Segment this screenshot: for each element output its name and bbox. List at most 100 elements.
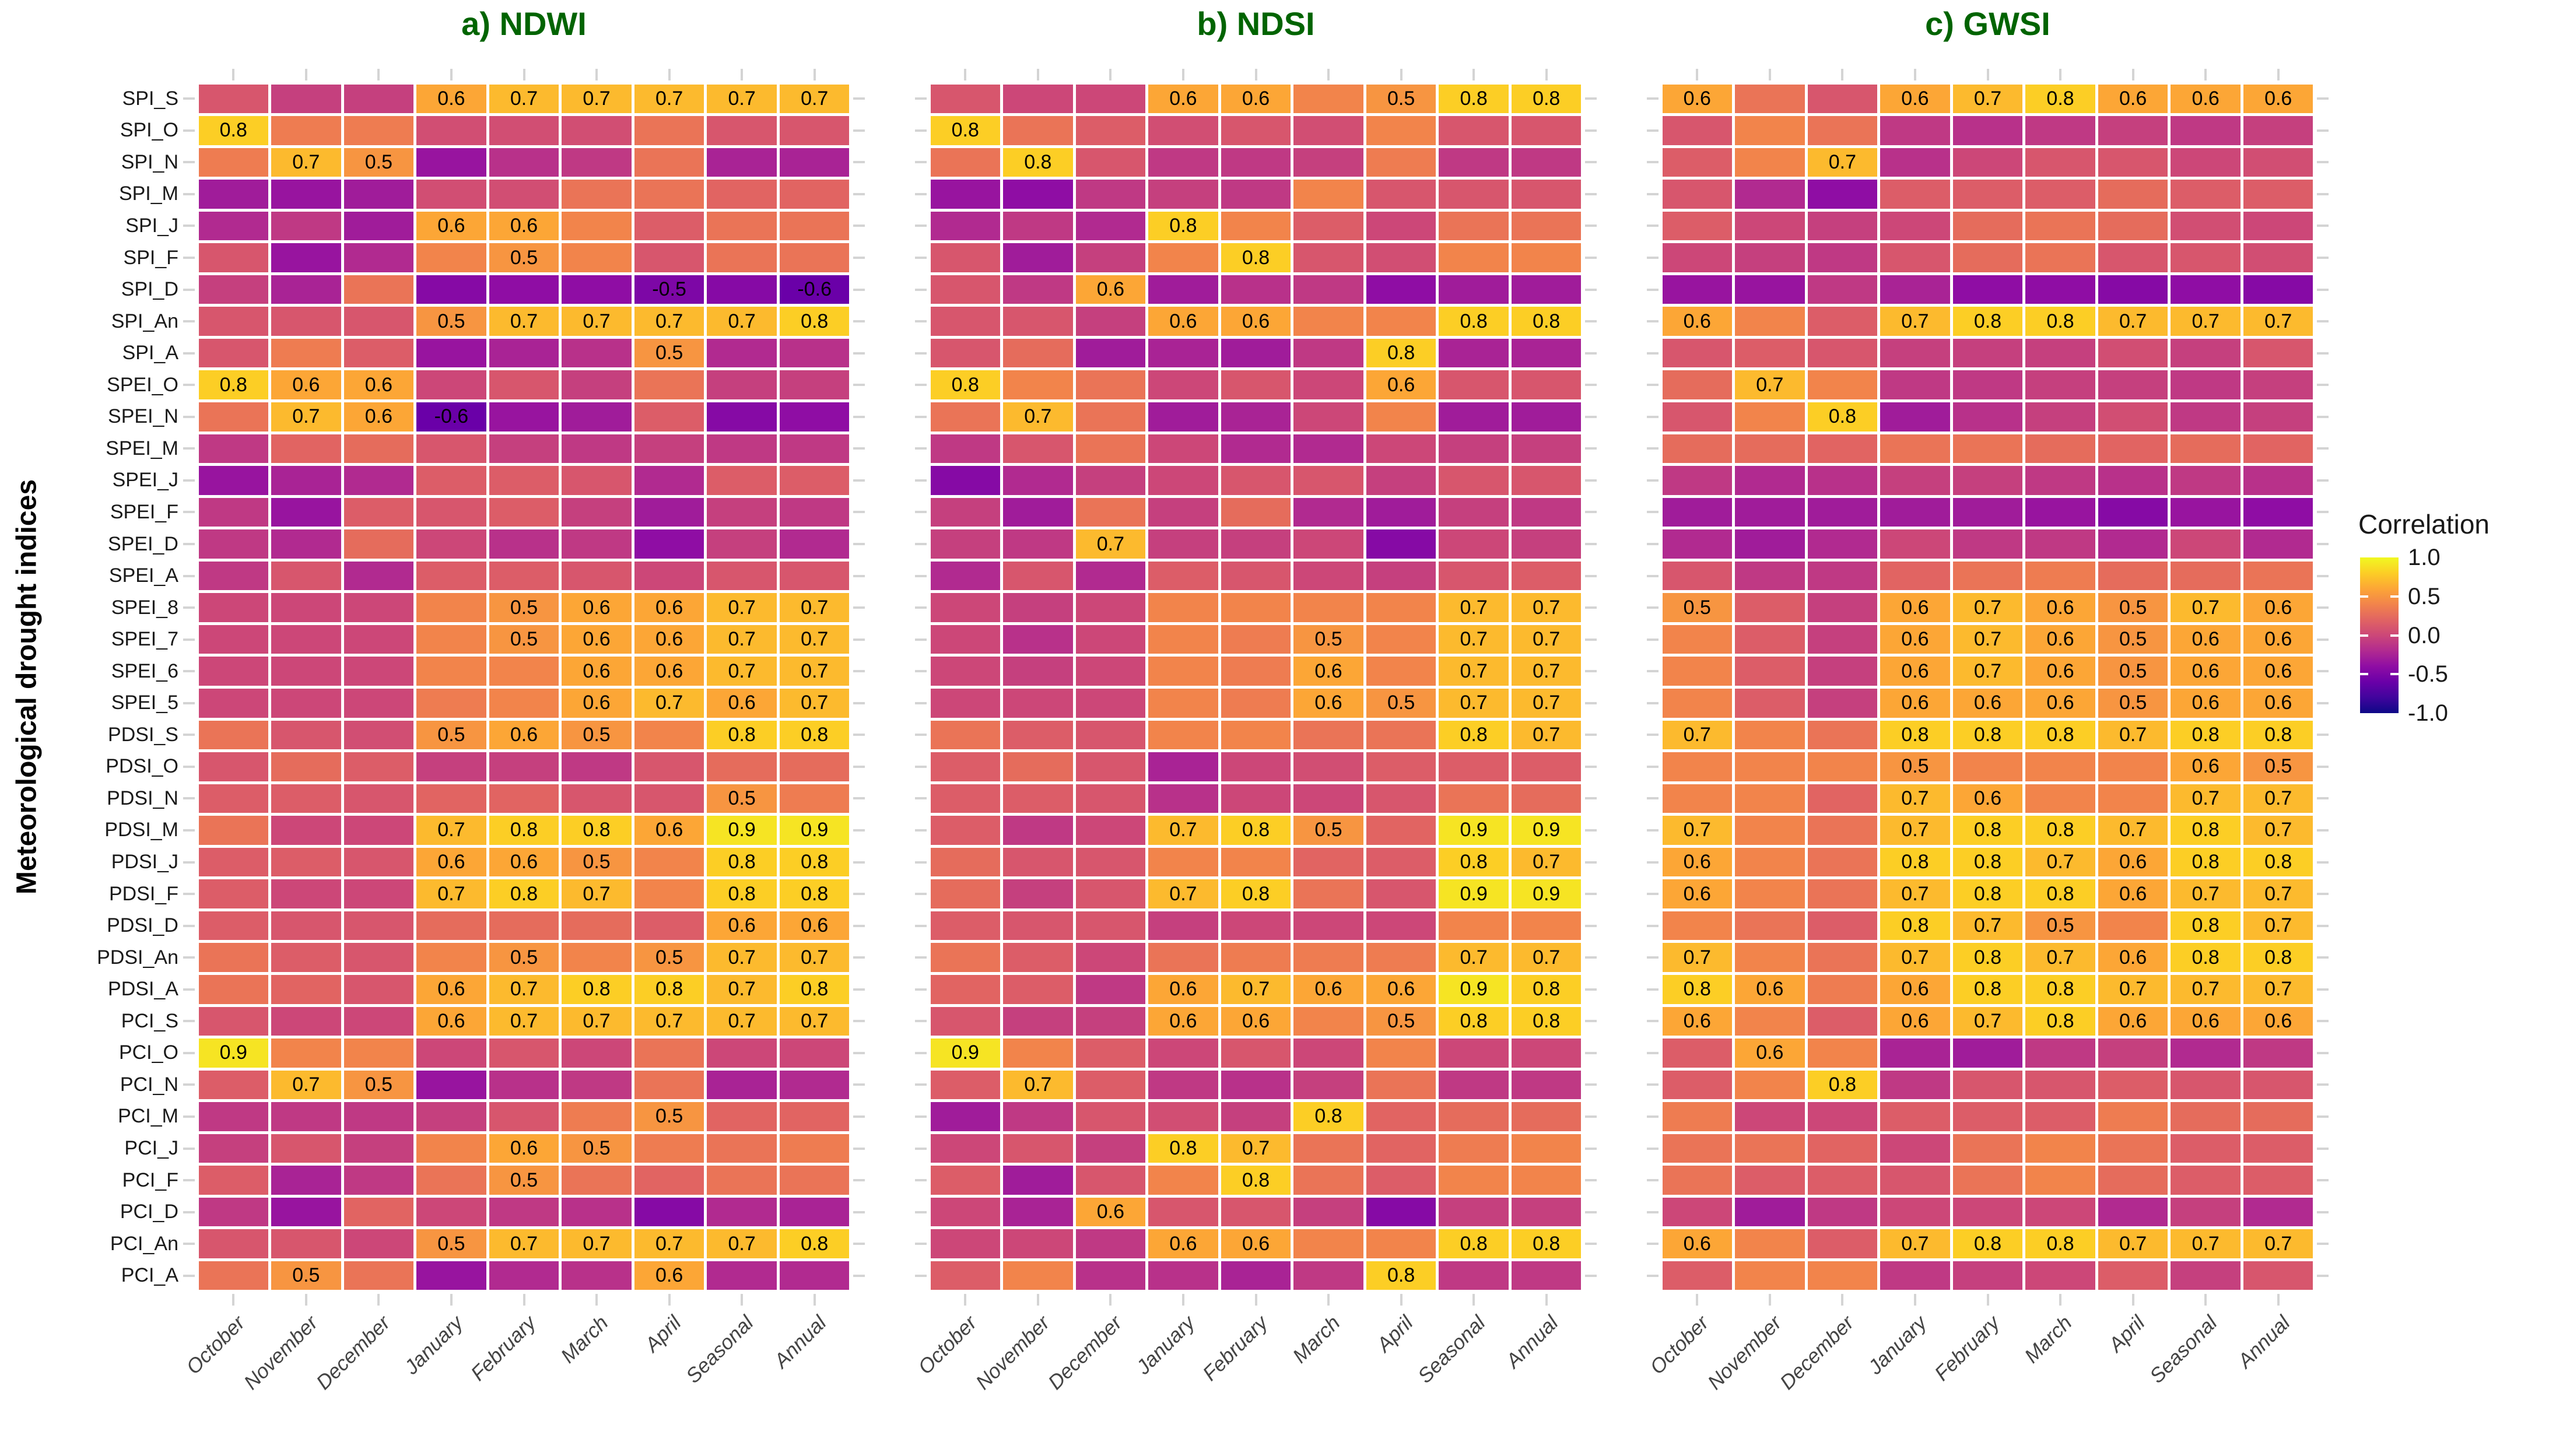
axis-tick [183, 320, 195, 323]
heatmap-cell [1662, 720, 1733, 750]
heatmap-cell [562, 1166, 632, 1195]
cell-value-label: 0.8 [2264, 851, 2292, 873]
heatmap-cell [1293, 1261, 1363, 1290]
axis-tick [668, 69, 671, 80]
heatmap-cell [1952, 1197, 2023, 1227]
heatmap-cell [1880, 752, 1950, 781]
axis-tick [1472, 69, 1475, 80]
axis-tick [2317, 893, 2329, 896]
heatmap-cell [1439, 497, 1509, 527]
heatmap-cell [489, 116, 559, 145]
heatmap-cell [416, 593, 486, 622]
axis-tick [853, 1115, 865, 1118]
heatmap-cell [343, 720, 414, 750]
y-tick-label: PDSI_M [104, 819, 178, 841]
cell-value-label: 0.6 [2192, 692, 2220, 714]
axis-tick [915, 543, 927, 545]
axis-tick [2317, 543, 2329, 545]
cell-value-label: 0.7 [1533, 723, 1561, 746]
axis-tick [853, 192, 865, 195]
axis-tick [1327, 1294, 1330, 1306]
cell-value-label: 0.7 [2119, 310, 2147, 332]
axis-tick [183, 384, 195, 387]
axis-tick [1647, 1274, 1659, 1277]
cell-value-label: 0.7 [2192, 787, 2220, 809]
heatmap-cell [1221, 593, 1291, 622]
heatmap-cell [1003, 497, 1073, 527]
heatmap-cell [2243, 1229, 2313, 1258]
axis-tick [915, 415, 927, 418]
axis-tick [1585, 1115, 1597, 1118]
cell-value-label: 0.7 [1973, 596, 2002, 619]
axis-tick [1647, 1051, 1659, 1054]
legend-notch [2390, 634, 2399, 637]
axis-tick [853, 224, 865, 227]
heatmap-cell [2025, 561, 2095, 591]
heatmap-cell [1075, 84, 1146, 114]
cell-value-label: 0.8 [728, 723, 756, 746]
heatmap-cell [198, 1070, 269, 1100]
heatmap-cell [271, 943, 341, 972]
heatmap-cell [779, 752, 850, 781]
cell-value-label: 0.7 [1901, 1232, 1929, 1255]
cell-value-label: 0.5 [1387, 87, 1415, 110]
cell-value-label: 0.6 [1901, 659, 1929, 682]
cell-value-label: 0.7 [1973, 914, 2002, 937]
heatmap-cell [779, 593, 850, 622]
cell-value-label: 0.8 [2264, 946, 2292, 969]
heatmap-cell [1807, 1039, 1878, 1068]
axis-tick [183, 638, 195, 641]
cell-value-label: 0.6 [437, 214, 465, 237]
heatmap-cell [2025, 624, 2095, 654]
axis-tick [2317, 1051, 2329, 1054]
cell-value-label: 0.7 [801, 87, 829, 110]
cell-value-label: 0.5 [655, 946, 683, 969]
heatmap-cell [1880, 434, 1950, 464]
heatmap-cell [779, 720, 850, 750]
heatmap-cell [2171, 816, 2241, 845]
heatmap-cell [1148, 529, 1218, 559]
axis-tick [915, 479, 927, 482]
cell-value-label: 0.7 [1973, 659, 2002, 682]
heatmap-cell [2171, 466, 2241, 495]
heatmap-cell [1366, 370, 1436, 400]
axis-tick [1400, 1294, 1403, 1306]
heatmap-cell [562, 752, 632, 781]
panel-title-3: c) GWSI [1925, 5, 2050, 42]
heatmap-cell [707, 879, 777, 908]
heatmap-cell [634, 1261, 704, 1290]
cell-value-label: 0.6 [437, 978, 465, 1001]
axis-tick [915, 257, 927, 259]
heatmap-cell [1003, 1197, 1073, 1227]
cell-value-label: 0.7 [437, 882, 465, 905]
axis-tick [668, 1294, 671, 1306]
cell-value-label: 0.7 [1533, 946, 1561, 969]
heatmap-cell [489, 1166, 559, 1195]
heatmap-cell [707, 434, 777, 464]
heatmap-cell [1511, 784, 1582, 813]
heatmap-cell [1807, 1166, 1878, 1195]
heatmap-cell [198, 180, 269, 209]
heatmap-cell [2171, 211, 2241, 241]
y-tick-label: SPI_F [123, 246, 178, 269]
heatmap-cell [1003, 624, 1073, 654]
axis-tick [2317, 257, 2329, 259]
axis-tick [1841, 1294, 1844, 1306]
heatmap-cell [343, 593, 414, 622]
cell-value-label: 0.7 [655, 1009, 683, 1032]
heatmap-cell [1662, 847, 1733, 877]
heatmap-cell [1293, 211, 1363, 241]
cell-value-label: 0.7 [728, 87, 756, 110]
axis-tick [595, 1294, 598, 1306]
heatmap-cell [271, 1102, 341, 1131]
axis-tick [1647, 129, 1659, 132]
legend-tick-label: 1.0 [2408, 545, 2441, 570]
heatmap-cell [1439, 243, 1509, 272]
heatmap-cell [930, 1134, 1001, 1163]
axis-tick [183, 1020, 195, 1023]
cell-value-label: 0.6 [1973, 692, 2002, 714]
heatmap-cell [271, 1070, 341, 1100]
cell-value-label: 0.8 [1901, 914, 1929, 937]
heatmap-cell [1148, 307, 1218, 336]
heatmap-cell [1293, 847, 1363, 877]
